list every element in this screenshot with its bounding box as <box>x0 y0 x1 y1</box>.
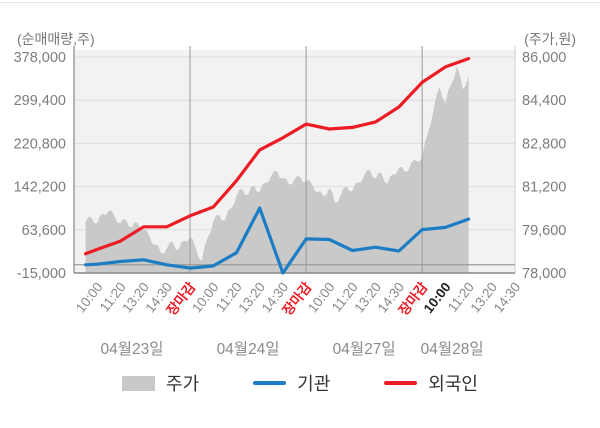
svg-text:10:00: 10:00 <box>189 280 222 316</box>
legend-label-institution: 기관 <box>297 374 331 394</box>
svg-text:220,800: 220,800 <box>14 136 66 152</box>
svg-text:-15,000: -15,000 <box>17 266 66 282</box>
price-area-swatch <box>122 375 156 391</box>
svg-text:04월28일: 04월28일 <box>421 340 484 358</box>
top-border <box>0 2 600 3</box>
svg-text:04월23일: 04월23일 <box>101 340 164 358</box>
right-axis-unit-label: (주가,원) <box>524 31 576 47</box>
svg-text:14:30: 14:30 <box>491 280 524 316</box>
svg-text:82,800: 82,800 <box>522 136 566 152</box>
svg-text:81,200: 81,200 <box>522 180 566 196</box>
svg-text:84,400: 84,400 <box>522 93 566 109</box>
svg-text:86,000: 86,000 <box>522 50 566 66</box>
svg-text:142,200: 142,200 <box>14 180 66 196</box>
svg-text:78,000: 78,000 <box>522 266 566 282</box>
legend-label-foreigner: 외국인 <box>428 374 478 394</box>
foreigner-line-swatch <box>384 381 418 385</box>
legend-item-price: 주가 <box>122 370 199 396</box>
svg-text:10:00: 10:00 <box>73 280 106 316</box>
svg-text:10:00: 10:00 <box>305 280 338 316</box>
svg-text:04월24일: 04월24일 <box>217 340 280 358</box>
svg-text:04월27일: 04월27일 <box>333 340 396 358</box>
svg-text:79,600: 79,600 <box>522 223 566 239</box>
chart-legend: 주가 기관 외국인 <box>0 368 600 398</box>
svg-text:378,000: 378,000 <box>14 50 66 66</box>
left-axis-unit-label: (순매매량,주) <box>17 31 95 47</box>
legend-item-institution: 기관 <box>253 370 330 396</box>
svg-text:299,400: 299,400 <box>14 93 66 109</box>
legend-label-price: 주가 <box>166 374 200 394</box>
institution-line-swatch <box>253 381 287 385</box>
svg-text:63,600: 63,600 <box>22 223 66 239</box>
legend-item-foreigner: 외국인 <box>384 370 478 396</box>
